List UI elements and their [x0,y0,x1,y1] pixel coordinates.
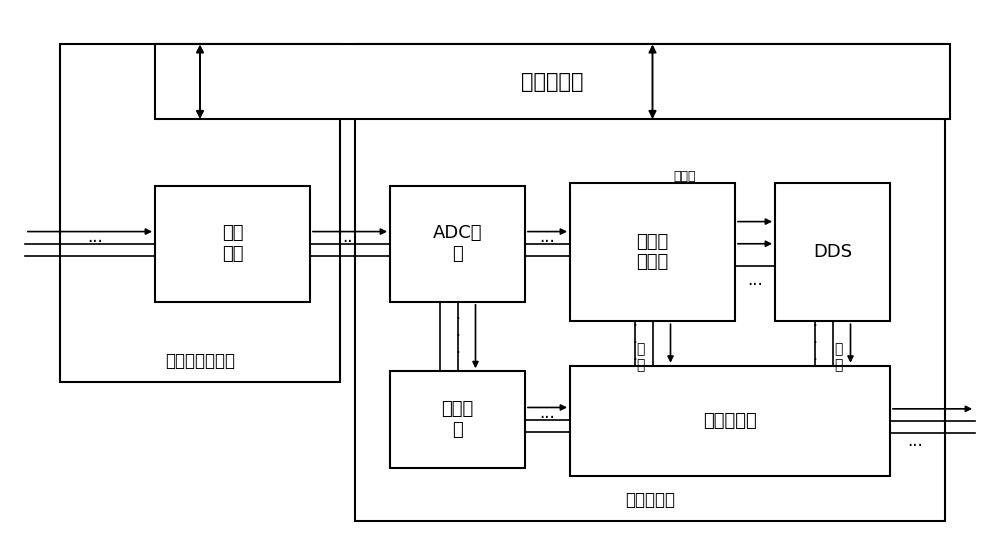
Bar [570,366,890,476]
Text: ·
·
·: · · · [455,312,460,361]
Text: 显示分系统: 显示分系统 [521,71,584,92]
Bar [60,44,340,382]
Bar [390,186,525,302]
Text: ···: ··· [907,437,923,455]
Text: 综合射频分系统: 综合射频分系统 [165,352,235,370]
Bar [355,44,945,521]
Text: ···: ··· [540,233,555,251]
Text: DDS: DDS [813,243,852,261]
Text: ···: ··· [342,233,358,251]
Bar [390,371,525,468]
Text: 放大
滤波: 放大 滤波 [222,224,243,263]
Text: ADC采
集: ADC采 集 [433,224,482,263]
Text: 瞬时参
数测量: 瞬时参 数测量 [636,233,669,271]
Text: ·
·
·: · · · [812,319,817,368]
Bar [775,183,890,321]
Text: ·
·
·: · · · [632,319,637,368]
Text: 本
振: 本 振 [834,342,842,372]
Text: 带
宽: 带 宽 [636,342,644,372]
Text: ···: ··· [747,276,763,294]
Bar [155,186,310,302]
Text: ···: ··· [87,233,103,251]
Text: 自适应滤波: 自适应滤波 [703,412,757,430]
Text: 测频码: 测频码 [674,170,696,183]
Bar [570,183,735,321]
Text: 侦察分系统: 侦察分系统 [625,491,675,509]
Text: 数据存
储: 数据存 储 [441,400,474,439]
Text: ···: ··· [540,409,555,427]
Bar [155,44,950,119]
